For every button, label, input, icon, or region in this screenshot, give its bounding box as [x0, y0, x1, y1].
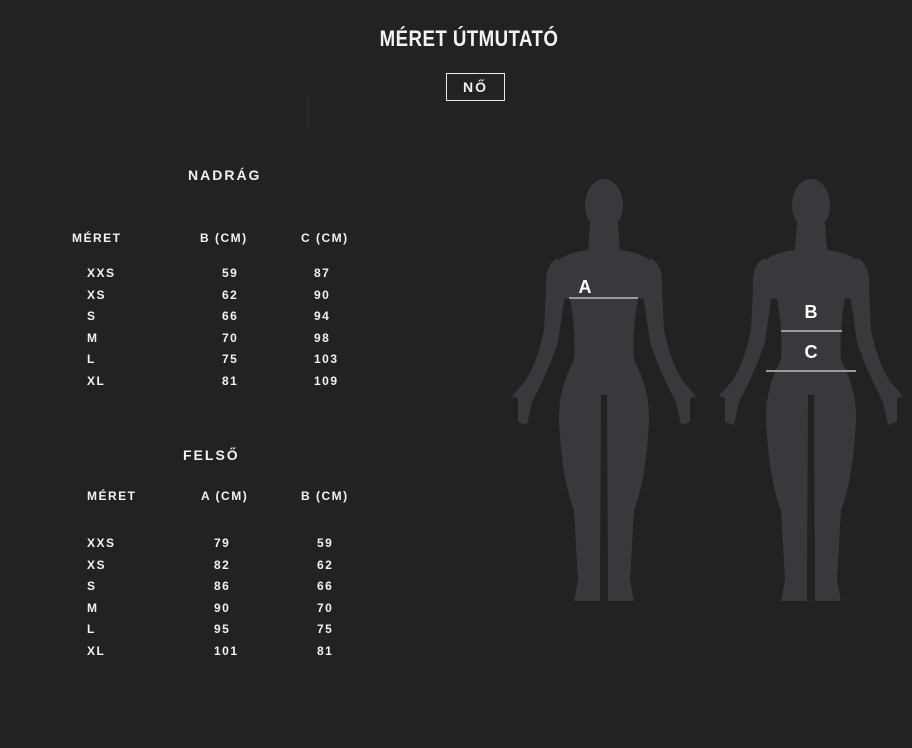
- size-cell: M: [87, 330, 99, 345]
- measure-cell: 90: [314, 287, 331, 302]
- size-cell: XL: [87, 373, 106, 388]
- measure-cell: 59: [222, 266, 239, 280]
- measure-cell: 82: [214, 557, 231, 572]
- column-header: B (CM): [301, 489, 349, 503]
- column-header: MÉRET: [87, 489, 137, 503]
- column-header: B (CM): [200, 231, 248, 245]
- measure-cell: 66: [222, 309, 239, 323]
- front-body-silhouette: [512, 179, 696, 601]
- measure-cell: 95: [214, 622, 231, 636]
- size-cell: S: [87, 579, 97, 593]
- back-body-silhouette: [719, 179, 903, 601]
- column-header: A (CM): [201, 489, 249, 503]
- measure-cell: 62: [222, 287, 239, 302]
- measure-cell: 75: [317, 622, 334, 636]
- measure-cell: 101: [214, 643, 239, 658]
- size-cell: XL: [87, 643, 106, 658]
- tab-female[interactable]: NŐ: [446, 73, 505, 101]
- size-cell: S: [87, 309, 97, 323]
- size-cell: XS: [87, 557, 107, 572]
- size-cell: M: [87, 600, 99, 615]
- pants-heading: NADRÁG: [188, 167, 262, 183]
- size-cell: XXS: [87, 266, 116, 280]
- measure-cell: 81: [222, 373, 239, 388]
- measure-cell: 81: [317, 643, 334, 658]
- measure-cell: 103: [314, 352, 339, 366]
- measure-cell: 86: [214, 579, 231, 593]
- measure-cell: 70: [317, 600, 334, 615]
- measure-cell: 90: [214, 600, 231, 615]
- size-cell: L: [87, 622, 96, 636]
- measure-cell: 59: [317, 536, 334, 550]
- label-c: C: [805, 342, 818, 362]
- size-cell: XXS: [87, 536, 116, 550]
- measure-cell: 62: [317, 557, 334, 572]
- measure-cell: 70: [222, 330, 239, 345]
- measure-cell: 79: [214, 536, 231, 550]
- measure-cell: 109: [314, 373, 339, 388]
- measure-cell: 98: [314, 330, 331, 345]
- measure-cell: 66: [317, 579, 334, 593]
- column-header: C (CM): [301, 231, 349, 245]
- divider: [308, 95, 309, 128]
- label-a: A: [579, 277, 592, 297]
- measure-cell: 94: [314, 309, 331, 323]
- column-header: MÉRET: [72, 231, 122, 245]
- measure-cell: 75: [222, 352, 239, 366]
- size-cell: XS: [87, 287, 107, 302]
- page-title: MÉRET ÚTMUTATÓ: [379, 26, 559, 51]
- top-heading: FELSŐ: [183, 447, 240, 463]
- measure-cell: 87: [314, 266, 331, 280]
- size-cell: L: [87, 352, 96, 366]
- label-b: B: [805, 302, 818, 322]
